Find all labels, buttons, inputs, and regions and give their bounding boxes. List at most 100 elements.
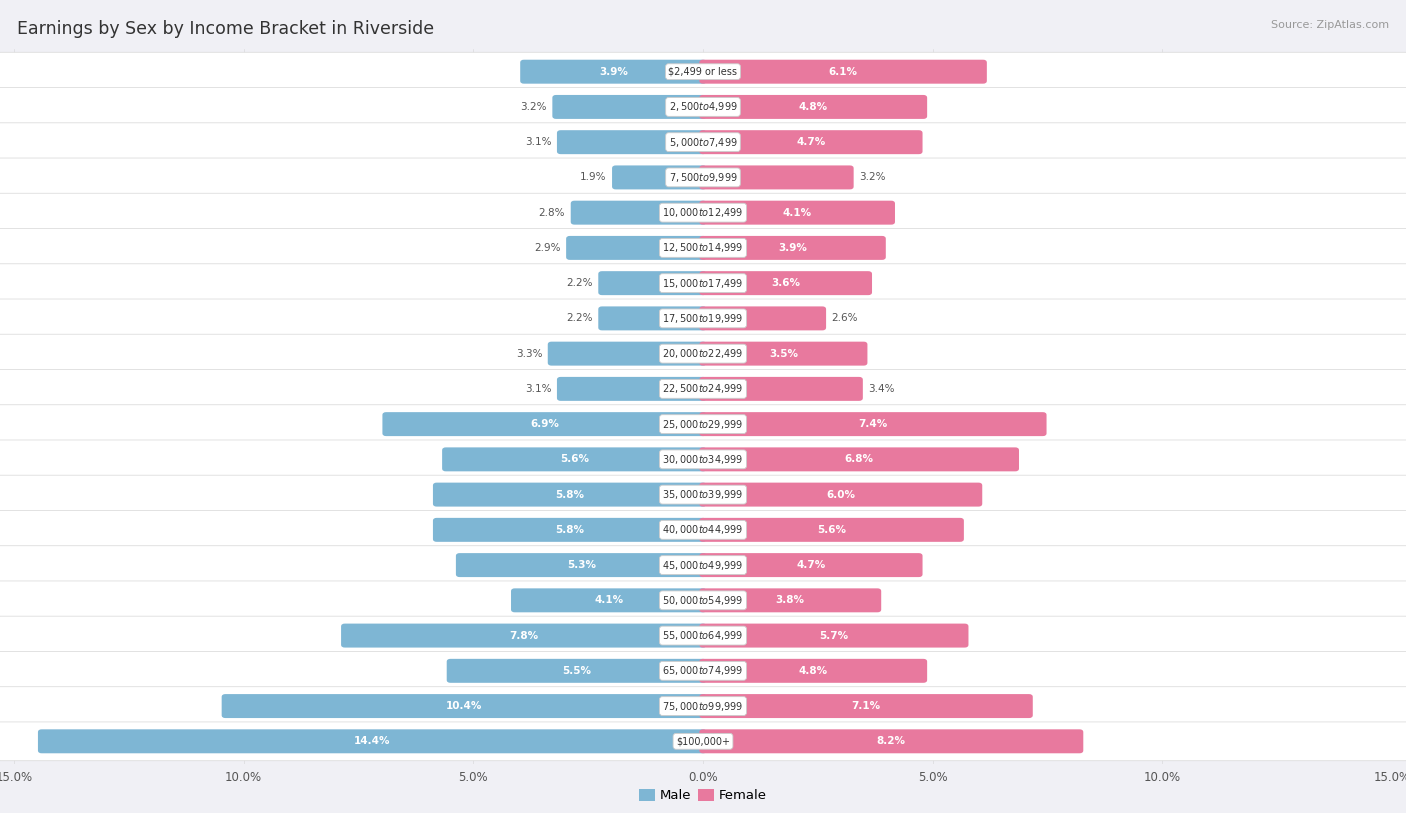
FancyBboxPatch shape — [0, 123, 1406, 162]
Text: 4.8%: 4.8% — [799, 666, 828, 676]
Text: 2.6%: 2.6% — [831, 313, 858, 324]
Text: 3.5%: 3.5% — [769, 349, 797, 359]
Text: $55,000 to $64,999: $55,000 to $64,999 — [662, 629, 744, 642]
FancyBboxPatch shape — [0, 299, 1406, 337]
FancyBboxPatch shape — [557, 377, 707, 401]
Text: $12,500 to $14,999: $12,500 to $14,999 — [662, 241, 744, 254]
Text: 4.1%: 4.1% — [783, 207, 811, 218]
FancyBboxPatch shape — [0, 476, 1406, 514]
FancyBboxPatch shape — [699, 518, 965, 541]
Text: 2.2%: 2.2% — [567, 278, 593, 288]
Text: Earnings by Sex by Income Bracket in Riverside: Earnings by Sex by Income Bracket in Riv… — [17, 20, 434, 38]
FancyBboxPatch shape — [0, 405, 1406, 444]
Text: $15,000 to $17,499: $15,000 to $17,499 — [662, 276, 744, 289]
FancyBboxPatch shape — [699, 659, 927, 683]
FancyBboxPatch shape — [433, 518, 707, 541]
Text: 4.8%: 4.8% — [799, 102, 828, 112]
FancyBboxPatch shape — [699, 553, 922, 577]
Text: $17,500 to $19,999: $17,500 to $19,999 — [662, 312, 744, 325]
FancyBboxPatch shape — [699, 95, 927, 119]
FancyBboxPatch shape — [222, 694, 707, 718]
FancyBboxPatch shape — [0, 651, 1406, 690]
FancyBboxPatch shape — [699, 483, 983, 506]
FancyBboxPatch shape — [557, 130, 707, 154]
FancyBboxPatch shape — [342, 624, 707, 648]
FancyBboxPatch shape — [0, 88, 1406, 126]
FancyBboxPatch shape — [553, 95, 707, 119]
Text: 5.3%: 5.3% — [567, 560, 596, 570]
Text: 6.0%: 6.0% — [827, 489, 855, 500]
FancyBboxPatch shape — [699, 307, 827, 330]
FancyBboxPatch shape — [599, 307, 707, 330]
FancyBboxPatch shape — [699, 130, 922, 154]
Text: 2.9%: 2.9% — [534, 243, 561, 253]
FancyBboxPatch shape — [0, 158, 1406, 197]
FancyBboxPatch shape — [441, 447, 707, 472]
FancyBboxPatch shape — [699, 624, 969, 648]
FancyBboxPatch shape — [699, 236, 886, 260]
Text: 3.8%: 3.8% — [776, 595, 804, 606]
Text: $100,000+: $100,000+ — [676, 737, 730, 746]
Text: 3.9%: 3.9% — [778, 243, 807, 253]
FancyBboxPatch shape — [699, 377, 863, 401]
Text: 3.6%: 3.6% — [770, 278, 800, 288]
FancyBboxPatch shape — [0, 369, 1406, 408]
Text: $75,000 to $99,999: $75,000 to $99,999 — [662, 699, 744, 712]
FancyBboxPatch shape — [571, 201, 707, 224]
Text: 5.6%: 5.6% — [817, 525, 846, 535]
Text: $65,000 to $74,999: $65,000 to $74,999 — [662, 664, 744, 677]
Text: 10.4%: 10.4% — [446, 701, 482, 711]
FancyBboxPatch shape — [510, 589, 707, 612]
Text: 5.8%: 5.8% — [555, 525, 585, 535]
FancyBboxPatch shape — [0, 616, 1406, 655]
FancyBboxPatch shape — [699, 589, 882, 612]
FancyBboxPatch shape — [548, 341, 707, 366]
FancyBboxPatch shape — [0, 687, 1406, 725]
Text: 3.1%: 3.1% — [524, 137, 551, 147]
FancyBboxPatch shape — [0, 546, 1406, 585]
FancyBboxPatch shape — [0, 511, 1406, 550]
Text: 3.4%: 3.4% — [869, 384, 894, 393]
FancyBboxPatch shape — [699, 341, 868, 366]
Text: $25,000 to $29,999: $25,000 to $29,999 — [662, 418, 744, 431]
Text: $45,000 to $49,999: $45,000 to $49,999 — [662, 559, 744, 572]
Text: $2,500 to $4,999: $2,500 to $4,999 — [669, 101, 737, 114]
FancyBboxPatch shape — [699, 447, 1019, 472]
Text: 5.6%: 5.6% — [560, 454, 589, 464]
FancyBboxPatch shape — [699, 412, 1046, 436]
Text: 6.9%: 6.9% — [530, 420, 560, 429]
Text: 3.2%: 3.2% — [520, 102, 547, 112]
FancyBboxPatch shape — [520, 59, 707, 84]
Legend: Male, Female: Male, Female — [634, 784, 772, 807]
FancyBboxPatch shape — [699, 694, 1033, 718]
Text: 5.7%: 5.7% — [820, 631, 848, 641]
Text: 7.4%: 7.4% — [858, 420, 887, 429]
Text: $40,000 to $44,999: $40,000 to $44,999 — [662, 524, 744, 537]
Text: $2,499 or less: $2,499 or less — [668, 67, 738, 76]
Text: 3.1%: 3.1% — [524, 384, 551, 393]
FancyBboxPatch shape — [699, 729, 1083, 754]
FancyBboxPatch shape — [699, 165, 853, 189]
FancyBboxPatch shape — [0, 263, 1406, 302]
Text: 4.7%: 4.7% — [796, 560, 825, 570]
FancyBboxPatch shape — [0, 334, 1406, 373]
Text: 5.8%: 5.8% — [555, 489, 585, 500]
FancyBboxPatch shape — [0, 52, 1406, 91]
FancyBboxPatch shape — [612, 165, 707, 189]
FancyBboxPatch shape — [447, 659, 707, 683]
FancyBboxPatch shape — [699, 272, 872, 295]
FancyBboxPatch shape — [382, 412, 707, 436]
Text: 7.8%: 7.8% — [509, 631, 538, 641]
Text: 2.2%: 2.2% — [567, 313, 593, 324]
FancyBboxPatch shape — [0, 581, 1406, 620]
FancyBboxPatch shape — [0, 193, 1406, 232]
Text: 5.5%: 5.5% — [562, 666, 591, 676]
Text: $5,000 to $7,499: $5,000 to $7,499 — [669, 136, 737, 149]
FancyBboxPatch shape — [567, 236, 707, 260]
Text: Source: ZipAtlas.com: Source: ZipAtlas.com — [1271, 20, 1389, 30]
FancyBboxPatch shape — [38, 729, 707, 754]
Text: 3.2%: 3.2% — [859, 172, 886, 182]
FancyBboxPatch shape — [699, 201, 896, 224]
Text: $22,500 to $24,999: $22,500 to $24,999 — [662, 382, 744, 395]
Text: $30,000 to $34,999: $30,000 to $34,999 — [662, 453, 744, 466]
